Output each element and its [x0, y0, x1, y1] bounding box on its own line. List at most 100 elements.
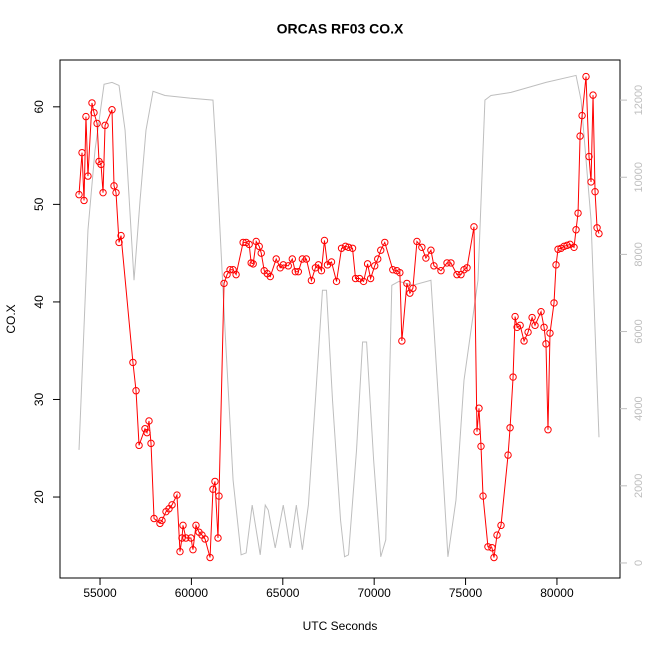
- data-point: [110, 182, 118, 190]
- y-tick-label: 30: [32, 392, 46, 406]
- data-point: [112, 188, 120, 197]
- data-point: [537, 307, 545, 316]
- data-point: [88, 99, 96, 107]
- data-point: [337, 244, 346, 252]
- data-point: [477, 442, 485, 451]
- data-point: [359, 277, 368, 286]
- data-point: [422, 254, 430, 262]
- x-tick-label: 60000: [175, 586, 209, 600]
- plot-frame: [59, 59, 621, 579]
- x-tick-label: 80000: [540, 586, 574, 600]
- data-point: [554, 245, 562, 253]
- x-tick-label: 65000: [266, 586, 300, 600]
- data-point: [546, 329, 554, 337]
- data-point: [381, 238, 389, 247]
- data-point: [97, 160, 105, 169]
- y2-tick-label: 12000: [633, 85, 645, 116]
- data-point: [99, 188, 107, 197]
- data-point: [389, 266, 397, 274]
- data-point: [470, 223, 478, 231]
- data-point: [351, 274, 360, 283]
- series-line: [78, 76, 600, 558]
- data-point: [366, 274, 375, 283]
- data-point: [143, 428, 151, 437]
- data-point: [585, 152, 593, 161]
- y2-tick-label: 0: [633, 560, 645, 566]
- data-point: [511, 312, 519, 321]
- data-point: [447, 259, 455, 267]
- data-point: [201, 535, 209, 543]
- data-point: [540, 323, 548, 331]
- data-point: [363, 260, 372, 268]
- y-tick-label: 20: [32, 490, 46, 504]
- data-point: [129, 358, 137, 367]
- data-point: [147, 439, 155, 448]
- data-point: [524, 328, 532, 336]
- data-point: [552, 261, 560, 269]
- data-point: [257, 249, 265, 257]
- data-point: [484, 543, 492, 551]
- data-point: [479, 492, 487, 500]
- data-point: [341, 242, 350, 251]
- data-point: [595, 229, 603, 238]
- data-point: [589, 91, 597, 99]
- data-point: [317, 267, 326, 275]
- data-point: [463, 264, 471, 272]
- data-point: [215, 492, 223, 500]
- y2-tick-label: 4000: [633, 396, 645, 420]
- y-axis-label: CO.X: [4, 304, 18, 333]
- data-point: [284, 262, 292, 270]
- data-point: [298, 255, 307, 263]
- data-point: [249, 260, 257, 268]
- data-point: [374, 255, 382, 263]
- x-tick-label: 55000: [83, 586, 117, 600]
- data-point: [542, 340, 550, 348]
- data-point: [173, 491, 181, 499]
- chart-title: ORCAS RF03 CO.X: [277, 21, 404, 37]
- data-point: [192, 521, 200, 530]
- data-point: [266, 272, 274, 281]
- data-point: [509, 373, 517, 381]
- data-point: [75, 190, 83, 199]
- data-point: [220, 279, 228, 288]
- data-point: [302, 255, 311, 263]
- data-point: [430, 262, 438, 270]
- data-point: [572, 226, 580, 234]
- y2-tick-label: 6000: [633, 319, 645, 343]
- data-point: [187, 534, 195, 542]
- data-point: [141, 425, 149, 433]
- data-point: [93, 119, 101, 128]
- data-point: [578, 111, 586, 120]
- data-point: [418, 243, 426, 251]
- y2-tick-label: 10000: [633, 162, 645, 193]
- data-point: [574, 209, 582, 217]
- data-point: [101, 121, 109, 130]
- data-point: [214, 534, 222, 542]
- data-point: [279, 261, 287, 269]
- data-point: [348, 244, 357, 252]
- data-point: [90, 108, 98, 117]
- x-axis-label: UTC Seconds: [303, 619, 378, 633]
- data-point: [178, 534, 186, 542]
- data-point: [132, 387, 140, 395]
- data-point: [327, 258, 336, 266]
- x-tick-label: 75000: [449, 586, 483, 600]
- data-point: [206, 553, 214, 562]
- data-point: [475, 404, 483, 412]
- data-point: [403, 279, 411, 288]
- data-point: [117, 231, 125, 240]
- y-tick-label: 60: [32, 100, 46, 114]
- data-point: [314, 261, 323, 269]
- data-point: [145, 417, 153, 425]
- data-point: [108, 106, 116, 114]
- data-point: [437, 267, 445, 275]
- data-point: [396, 268, 404, 277]
- data-point: [550, 299, 558, 307]
- x-tick-label: 70000: [357, 586, 391, 600]
- data-point: [232, 270, 240, 279]
- data-point: [473, 427, 481, 436]
- data-point: [563, 241, 571, 250]
- data-point: [307, 276, 316, 285]
- data-point: [516, 321, 524, 330]
